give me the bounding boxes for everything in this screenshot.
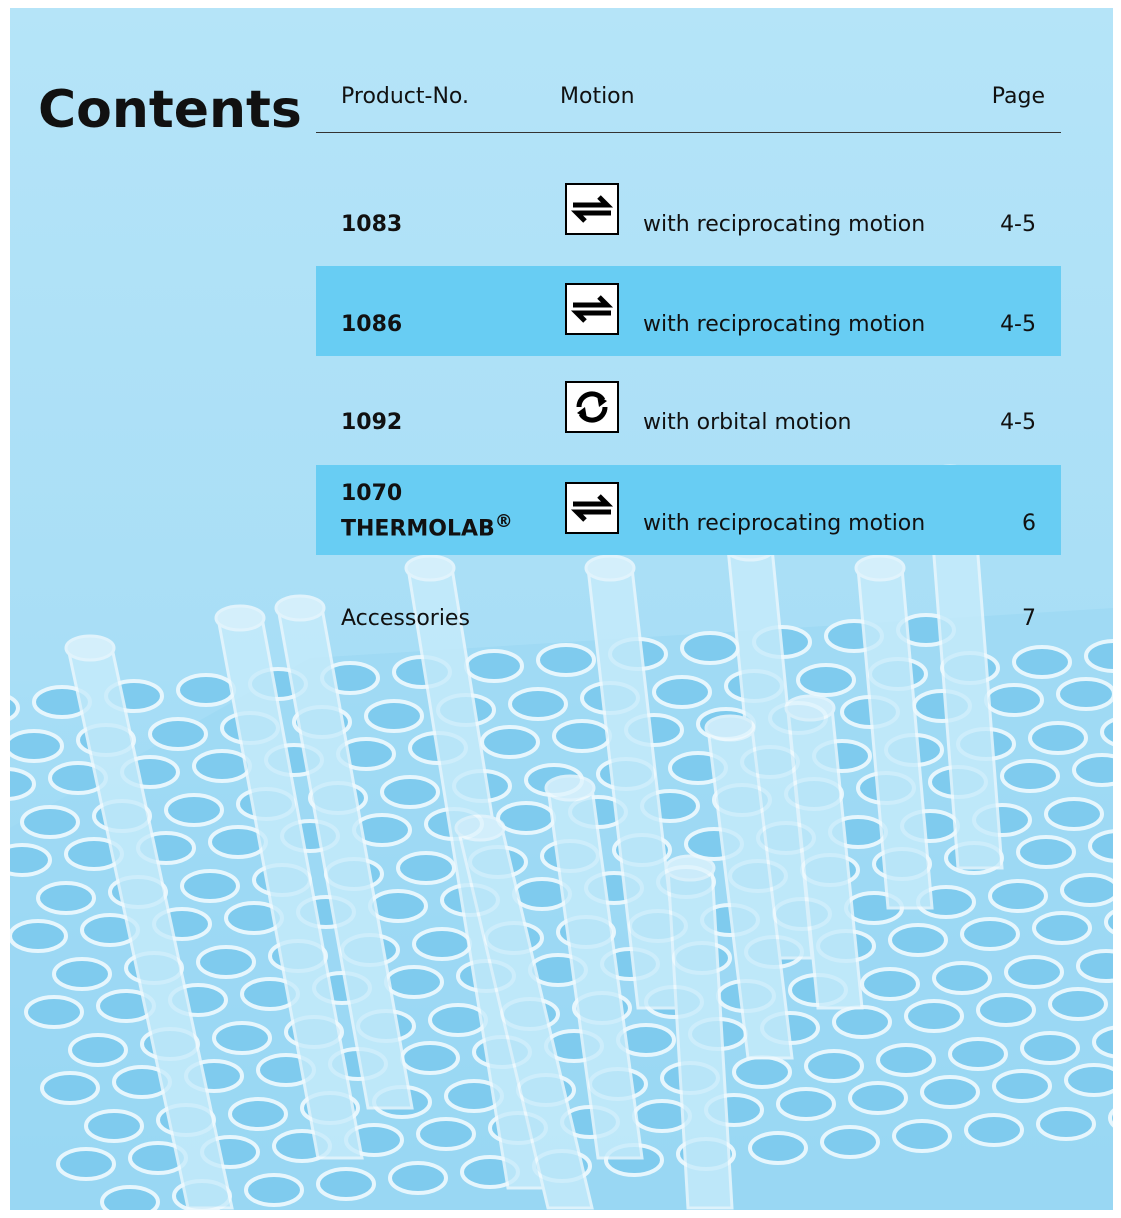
motion-icon — [565, 482, 619, 534]
highlight-band — [316, 465, 1061, 555]
motion-description: with orbital motion — [643, 410, 852, 435]
motion-description: with reciprocating motion — [643, 511, 925, 536]
product-number: 1083 — [341, 212, 402, 237]
product-number: 1070 — [341, 481, 402, 506]
title: Contents — [38, 80, 302, 140]
product-number: 1092 — [341, 410, 402, 435]
page-number: 6 — [1022, 511, 1036, 536]
product-number: 1086 — [341, 312, 402, 337]
page: Contents Product-No. Motion Page 1083 with re… — [0, 0, 1121, 1218]
page-number: 7 — [1022, 606, 1036, 631]
column-header: Motion — [560, 84, 635, 109]
motion-icon — [565, 381, 619, 433]
column-header: Product-No. — [341, 84, 469, 109]
motion-description: with reciprocating motion — [643, 312, 925, 337]
page-number: 4-5 — [1000, 212, 1036, 237]
accessories-label: Accessories — [341, 606, 470, 631]
motion-icon — [565, 183, 619, 235]
header-rule — [316, 132, 1061, 133]
page-number: 4-5 — [1000, 410, 1036, 435]
registered-mark: ® — [495, 511, 513, 532]
motion-description: with reciprocating motion — [643, 212, 925, 237]
column-header: Page — [992, 84, 1045, 109]
highlight-band — [316, 266, 1061, 356]
page-number: 4-5 — [1000, 312, 1036, 337]
product-name: THERMOLAB® — [341, 511, 513, 541]
motion-icon — [565, 283, 619, 335]
background — [10, 8, 1113, 1210]
